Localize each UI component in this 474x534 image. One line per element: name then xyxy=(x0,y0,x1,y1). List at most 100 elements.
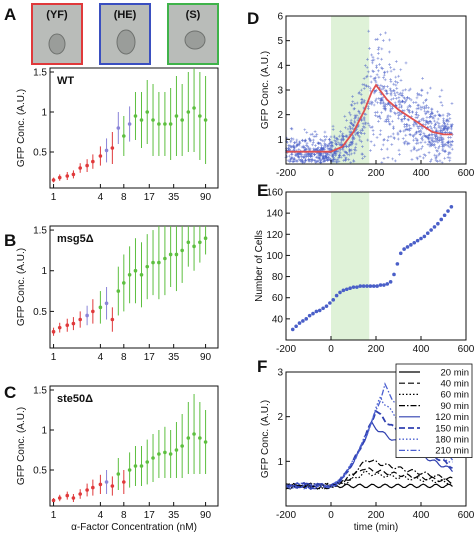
panel-d-scatter-point xyxy=(369,149,372,152)
panel-a-data-point xyxy=(91,159,95,164)
panel-d-scatter-point xyxy=(378,116,382,120)
panel-d-scatter-point xyxy=(415,156,419,160)
panel-d-scatter-point xyxy=(391,157,395,161)
panel-e-data-point xyxy=(446,209,450,213)
panel-d-scatter-point xyxy=(441,113,445,117)
thumbnail-he: (HE) xyxy=(99,3,151,65)
panel-d-scatter-point xyxy=(378,114,381,118)
panel-e-ytick-label: 120 xyxy=(266,230,283,241)
panel-d-scatter-point xyxy=(424,111,428,115)
panel-d-scatter-point xyxy=(319,158,322,162)
panel-d-scatter-point xyxy=(403,122,406,126)
panel-c-axes-frame xyxy=(49,385,219,507)
panel-d-scatter-point xyxy=(450,139,454,143)
panel-d-scatter-point xyxy=(427,115,431,119)
panel-d-scatter-point xyxy=(390,143,394,146)
panel-d-scatter-point xyxy=(337,156,341,159)
panel-d-scatter-point xyxy=(427,106,430,110)
panel-d-scatter-point xyxy=(384,107,388,111)
panel-c-data-point xyxy=(139,464,144,468)
panel-d-scatter-point xyxy=(422,119,426,122)
panel-d-scatter-point xyxy=(323,143,327,147)
panel-d-scatter-point xyxy=(422,101,425,105)
panel-d-scatter-point xyxy=(430,133,434,136)
panel-d-scatter-point xyxy=(389,98,393,101)
panel-d-scatter-point xyxy=(415,138,419,142)
panel-d-scatter-point xyxy=(292,141,296,144)
panel-b-ytick-label: 1.5 xyxy=(33,226,47,237)
panel-d-scatter-point xyxy=(376,48,380,51)
panel-d-scatter-point xyxy=(333,136,336,139)
panel-a-data-point xyxy=(104,148,109,153)
panel-d-scatter-point xyxy=(420,127,424,130)
panel-b-plot: 0.5 1 1.5 1 4 8 17 35 90 GFP Conc. (A.U.) msg5Δ xyxy=(16,225,219,363)
panel-e-ytick-label: 40 xyxy=(272,314,284,325)
panel-d-scatter-point xyxy=(426,91,429,95)
panel-d-scatter-point xyxy=(435,120,439,124)
panel-d-scatter-point xyxy=(332,151,336,155)
panel-d-scatter-point xyxy=(346,127,350,131)
panel-letter-b: B xyxy=(4,231,16,250)
panel-d-scatter-point xyxy=(319,146,323,150)
panel-d-scatter-point xyxy=(389,110,393,113)
panel-d-scatter-point xyxy=(348,153,351,157)
panel-e-xtick-label: -200 xyxy=(276,344,296,355)
panel-d-scatter-point xyxy=(388,87,392,91)
panel-d-scatter-point xyxy=(327,138,331,141)
panel-d-scatter-point xyxy=(368,102,372,106)
panel-f-legend-label: 60 min xyxy=(440,390,469,401)
panel-f-legend-label: 90 min xyxy=(440,401,469,412)
panel-d-scatter-point xyxy=(398,129,402,133)
panel-a-data-point xyxy=(168,122,173,126)
panel-d-scatter-point xyxy=(369,80,373,84)
panel-c-xtick-label: 17 xyxy=(144,510,156,521)
panel-d-scatter-point xyxy=(296,159,300,163)
panel-d-scatter-point xyxy=(426,143,430,146)
panel-d-scatter-point xyxy=(380,87,384,91)
panel-a-data-point xyxy=(198,114,202,118)
panel-d-scatter-point xyxy=(341,132,345,136)
panel-e-axes-frame xyxy=(285,191,467,341)
panel-a-xtick-label: 90 xyxy=(200,192,212,203)
panel-a-xtick-label: 17 xyxy=(144,192,156,203)
panel-f-xtick-label: 400 xyxy=(413,510,430,521)
panel-d-scatter-point xyxy=(399,93,403,97)
panel-d-scatter-point xyxy=(372,143,376,147)
panel-d-scatter-point xyxy=(427,122,431,125)
panel-d-scatter-point xyxy=(428,144,432,148)
panel-d-scatter-point xyxy=(353,113,357,117)
panel-d-scatter-point xyxy=(287,146,291,150)
panel-d-scatter-point xyxy=(408,111,412,114)
panel-f-xtick-label: -200 xyxy=(276,510,296,521)
panel-letter-a: A xyxy=(4,5,16,24)
panel-d-scatter-point xyxy=(331,124,335,128)
panel-d-scatter-point xyxy=(408,127,412,130)
panel-d-scatter-point xyxy=(396,137,400,141)
panel-d-scatter-point xyxy=(435,154,439,158)
panel-d-scatter-point xyxy=(407,97,411,100)
panel-c-xtick-label: 1 xyxy=(51,510,57,521)
panel-e-data-point xyxy=(439,217,444,222)
panel-d-scatter-point xyxy=(399,68,403,72)
panel-d-scatter-point xyxy=(293,141,297,145)
panel-e-data-point xyxy=(307,313,312,318)
panel-e-xtick-label: 400 xyxy=(413,344,430,355)
panel-d-scatter-point xyxy=(429,142,433,145)
panel-d-scatter-point xyxy=(445,143,449,147)
panel-d-scatter-point xyxy=(380,147,384,151)
panel-d-scatter-point xyxy=(393,101,397,105)
panel-d-scatter-point xyxy=(388,114,392,118)
panel-d-scatter-point xyxy=(354,146,358,149)
panel-d-plot: 1 2 3 4 5 6 -200 0 200 400 600 GFP Conc. (A.U.) xyxy=(260,12,474,180)
panel-d-scatter-point xyxy=(351,138,355,141)
panel-d-scatter-point xyxy=(427,133,431,137)
panel-c-data-point xyxy=(122,480,126,484)
panel-d-scatter-point xyxy=(334,143,338,146)
panel-d-scatter-point xyxy=(386,156,390,159)
panel-d-scatter-point xyxy=(421,138,425,142)
panel-d-scatter-point xyxy=(359,93,363,96)
panel-d-scatter-point xyxy=(415,149,419,153)
panel-d-scatter-point xyxy=(330,141,334,145)
panel-e-data-point xyxy=(409,243,413,247)
panel-d-scatter-point xyxy=(418,154,422,158)
